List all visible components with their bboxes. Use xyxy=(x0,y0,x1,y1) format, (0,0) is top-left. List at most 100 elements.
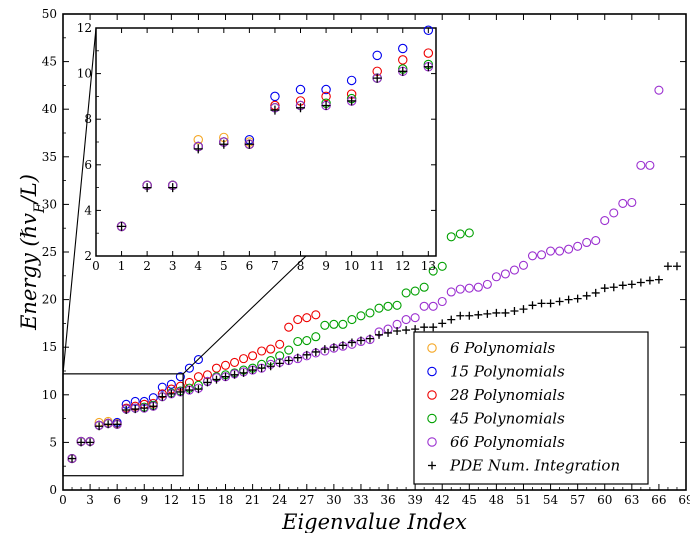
legend-marker xyxy=(427,437,437,447)
data-point-66-polynomials xyxy=(536,250,547,260)
data-point-pde-num-integration xyxy=(573,294,582,303)
x-tick-label: 36 xyxy=(380,493,395,507)
data-point-pde-num-integration xyxy=(609,283,618,292)
legend-entry-66-polynomials: 66 Polynomials xyxy=(427,433,565,451)
inset-data-point-28-polynomials xyxy=(398,55,408,65)
data-point-66-polynomials xyxy=(419,301,429,311)
data-point-pde-num-integration xyxy=(663,262,672,271)
data-point-pde-num-integration xyxy=(564,295,573,304)
legend-label: 45 Polynomials xyxy=(449,410,565,428)
inset-x-tick-label: 13 xyxy=(421,259,436,273)
data-point-66-polynomials xyxy=(609,208,619,218)
legend-entry-6-polynomials: 6 Polynomials xyxy=(427,339,556,357)
x-ticks: 0 3 6 9 12 15 18 21 24 27 30 33 36 39 42 45 48 51 54 57 60 63… xyxy=(59,14,690,507)
x-tick-label: 63 xyxy=(624,493,639,507)
data-point-45-polynomials xyxy=(293,336,303,347)
data-point-45-polynomials xyxy=(392,300,402,310)
data-point-45-polynomials xyxy=(401,288,411,298)
data-point-pde-num-integration xyxy=(636,278,645,287)
data-point-45-polynomials xyxy=(329,319,339,329)
data-point-28-polynomials xyxy=(266,344,276,354)
data-point-45-polynomials xyxy=(446,232,456,242)
inset-series-pde-num-integration xyxy=(117,62,433,231)
data-point-45-polynomials xyxy=(365,308,375,318)
legend-box xyxy=(413,331,649,485)
inset-data-point-6-polynomials xyxy=(193,134,204,145)
data-point-pde-num-integration xyxy=(140,404,149,413)
data-point-pde-num-integration xyxy=(501,308,510,317)
data-point-pde-num-integration xyxy=(311,347,320,356)
series-pde-num-integration xyxy=(68,262,681,463)
data-point-28-polynomials xyxy=(230,357,240,367)
data-point-pde-num-integration xyxy=(600,284,609,293)
legend-marker xyxy=(427,390,437,400)
data-point-pde-num-integration xyxy=(104,420,113,429)
x-tick-label: 57 xyxy=(570,493,585,507)
data-point-28-polynomials xyxy=(257,346,267,356)
data-point-pde-num-integration xyxy=(537,299,546,308)
inset-x-tick-label: 6 xyxy=(246,259,254,273)
data-point-pde-num-integration xyxy=(438,319,447,328)
x-tick-label: 51 xyxy=(516,493,531,507)
data-point-pde-num-integration xyxy=(365,334,374,343)
inset-data-point-pde-num-integration xyxy=(142,183,152,193)
data-point-pde-num-integration xyxy=(672,262,681,271)
y-axis-title-tail: /L) xyxy=(17,174,41,205)
data-point-pde-num-integration xyxy=(420,323,429,332)
x-tick-label: 60 xyxy=(597,493,612,507)
data-point-45-polynomials xyxy=(383,301,393,311)
data-point-45-polynomials xyxy=(311,332,321,342)
data-point-pde-num-integration xyxy=(654,275,663,284)
data-point-28-polynomials xyxy=(302,313,312,323)
y-tick-label: 40 xyxy=(42,102,57,116)
data-point-66-polynomials xyxy=(555,246,565,256)
inset-x-tick-label: 12 xyxy=(395,259,410,273)
inset-y-tick-label: 10 xyxy=(77,67,92,81)
data-point-66-polynomials xyxy=(564,244,574,254)
y-tick-label: 20 xyxy=(42,293,57,307)
data-point-15-polynomials xyxy=(157,382,167,392)
inset-x-tick-label: 9 xyxy=(322,259,330,273)
legend-marker xyxy=(427,366,437,377)
inset-data-point-28-polynomials xyxy=(321,91,331,102)
data-point-66-polynomials xyxy=(527,251,538,261)
data-point-pde-num-integration xyxy=(519,305,528,314)
data-point-pde-num-integration xyxy=(221,372,230,381)
legend-label: 66 Polynomials xyxy=(450,433,565,451)
data-point-15-polynomials xyxy=(184,363,194,373)
data-point-pde-num-integration xyxy=(356,336,365,345)
data-point-66-polynomials xyxy=(582,237,592,248)
legend-entry-pde-num-integration: PDE Num. Integration xyxy=(428,457,620,475)
data-point-66-polynomials xyxy=(509,265,519,275)
data-point-pde-num-integration xyxy=(248,366,257,375)
data-point-66-polynomials xyxy=(491,272,501,282)
data-point-66-polynomials xyxy=(482,279,492,289)
data-point-45-polynomials xyxy=(302,335,312,346)
data-point-45-polynomials xyxy=(437,261,447,271)
data-point-45-polynomials xyxy=(419,282,429,292)
inset-x-tick-label: 7 xyxy=(271,259,279,273)
inset-y-tick-label: 4 xyxy=(84,203,92,217)
data-point-pde-num-integration xyxy=(582,291,591,300)
x-tick-label: 15 xyxy=(191,493,206,507)
legend-label: PDE Num. Integration xyxy=(449,457,620,475)
main-plot: 0 3 6 9 12 15 18 21 24 27 30 33 36 39 42 45 48 51 54 57 60 63… xyxy=(42,7,690,507)
data-point-pde-num-integration xyxy=(203,378,212,387)
data-point-pde-num-integration xyxy=(77,438,86,447)
inset-data-point-15-polynomials xyxy=(423,25,434,36)
data-point-pde-num-integration xyxy=(347,338,356,347)
data-point-28-polynomials xyxy=(193,372,203,382)
data-point-pde-num-integration xyxy=(113,420,122,429)
data-point-66-polynomials xyxy=(600,216,610,226)
inset-y-tick-label: 2 xyxy=(84,249,92,263)
data-point-66-polynomials xyxy=(437,296,447,307)
data-point-pde-num-integration xyxy=(645,276,654,285)
inset-data-point-pde-num-integration xyxy=(372,73,382,83)
data-point-66-polynomials xyxy=(428,301,438,311)
data-point-pde-num-integration xyxy=(329,343,338,352)
data-point-45-polynomials xyxy=(428,266,438,276)
data-point-28-polynomials xyxy=(239,354,249,364)
inset-data-point-pde-num-integration xyxy=(423,62,433,72)
data-point-66-polynomials xyxy=(654,85,664,95)
